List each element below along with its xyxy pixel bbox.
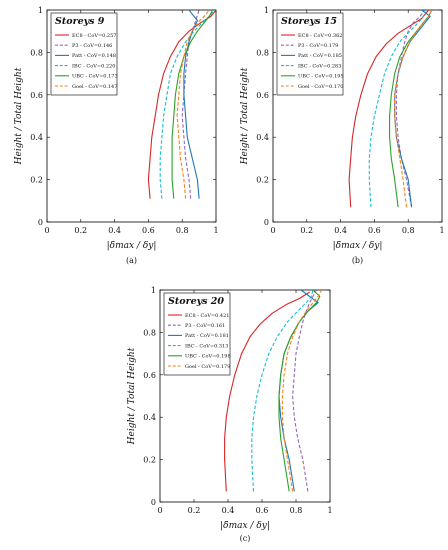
panel-caption: (b) (352, 256, 363, 265)
x-tick-label: 0.2 (188, 506, 201, 515)
series-line-goel (394, 10, 433, 208)
y-tick-label: 0.8 (256, 48, 269, 57)
y-axis-label: Height / Total Height (14, 67, 24, 165)
series-line-goel (176, 10, 210, 199)
x-tick-label: 0.8 (176, 226, 189, 235)
plot-frame (272, 9, 443, 223)
legend-label-patt: Patt - CoV=0.181 (185, 333, 229, 339)
legend-label-ibc: IBC - CoV=0.313 (185, 343, 228, 349)
legend-label-p3: P3 - CoV=0.179 (298, 43, 338, 49)
y-tick-label: 1 (38, 6, 43, 15)
chart-panel-3: 0 0.2 0.4 0.6 0.8 1 0 0.2 0.4 0.6 0.8 1 |δ̄max / δy|… (127, 286, 333, 543)
plot-frame (46, 9, 217, 223)
legend-box (163, 292, 231, 376)
legend-title: Storeys 9 (55, 16, 105, 27)
legend-label-goel: Goel - CoV=0.179 (185, 364, 230, 370)
x-tick-label: 0.6 (368, 226, 381, 235)
series-line-patt (183, 10, 200, 199)
y-tick-label: 0 (264, 218, 269, 227)
legend-label-goel: Goel - CoV=0.170 (298, 84, 343, 90)
x-tick-label: 0.2 (74, 226, 87, 235)
x-tick-label: 0.4 (108, 226, 121, 235)
series-line-p3 (292, 290, 317, 492)
x-tick-label: 0.8 (402, 226, 415, 235)
x-axis-label: |δ̄max / δy| (220, 521, 270, 531)
legend-label-ibc: IBC - CoV=0.283 (298, 63, 341, 69)
y-tick-label: 0.4 (30, 133, 43, 142)
legend-label-ibc: IBC - CoV=0.220 (72, 63, 115, 69)
legend-label-ec8: EC8 - CoV=0.421 (185, 313, 229, 319)
legend-label-patt: Patt - CoV=0.148 (72, 53, 116, 59)
x-tick-label: 0.6 (142, 226, 155, 235)
x-tick-label: 0.4 (334, 226, 347, 235)
legend: Storeys 9 EC8 - CoV=0.257 P3 - CoV=0.146 Pa… (50, 12, 118, 96)
y-tick-label: 0.6 (30, 91, 43, 100)
x-tick-label: 0.8 (290, 506, 303, 515)
y-tick-label: 0 (151, 498, 156, 507)
y-tick-label: 0 (38, 218, 43, 227)
legend-box (276, 12, 344, 96)
y-tick-label: 0.8 (143, 328, 156, 337)
y-tick-label: 0.2 (30, 176, 43, 185)
series-line-ec8 (147, 10, 216, 199)
series-line-ec8 (348, 10, 429, 208)
x-tick-label: 0 (270, 226, 275, 235)
panel-caption: (a) (126, 256, 137, 265)
legend-label-ec8: EC8 - CoV=0.257 (72, 33, 116, 39)
legend: Storeys 20 EC8 - CoV=0.421 P3 - CoV=0.161 P… (163, 292, 231, 376)
legend-label-p3: P3 - CoV=0.161 (185, 323, 225, 329)
y-tick-label: 0.4 (256, 133, 269, 142)
series-line-ibc (251, 290, 314, 492)
series-line-ubc (278, 290, 321, 492)
y-axis-label: Height / Total Height (127, 347, 137, 445)
legend-title: Storeys 20 (168, 296, 224, 307)
x-tick-label: 0.6 (256, 506, 269, 515)
x-tick-label: 0 (44, 226, 49, 235)
x-tick-label: 0.2 (300, 226, 313, 235)
legend-box (50, 12, 118, 96)
legend-label-p3: P3 - CoV=0.146 (72, 43, 112, 49)
panel-caption: (c) (240, 534, 251, 543)
series-line-ibc (368, 10, 426, 208)
y-tick-label: 0.4 (143, 413, 156, 422)
y-tick-label: 1 (151, 286, 156, 295)
legend-label-patt: Patt - CoV=0.185 (298, 53, 342, 59)
x-tick-label: 1 (439, 226, 444, 235)
chart-panel-2: 0 0.2 0.4 0.6 0.8 1 0 0.2 0.4 0.6 0.8 1 |δ̄max / δy|… (240, 6, 445, 265)
legend-label-ubc: UBC - CoV=0.195 (298, 74, 344, 80)
legend-title: Storeys 15 (281, 16, 337, 27)
y-tick-label: 1 (264, 6, 269, 15)
series-line-patt (394, 10, 431, 208)
y-tick-label: 0.2 (256, 176, 269, 185)
legend-label-ubc: UBC - CoV=0.198 (185, 354, 231, 360)
series-line-ibc (159, 10, 215, 199)
series-line-ubc (389, 10, 433, 208)
x-tick-label: 0 (157, 506, 162, 515)
x-axis-label: |δ̄max / δy| (107, 241, 157, 251)
legend: Storeys 15 EC8 - CoV=0.362 P3 - CoV=0.179 P… (276, 12, 344, 96)
y-tick-label: 0.6 (143, 371, 156, 380)
series-line-ubc (171, 10, 214, 199)
plot-frame (159, 289, 331, 503)
series-group (348, 10, 433, 208)
y-tick-label: 0.6 (256, 91, 269, 100)
series-group (224, 290, 322, 492)
x-tick-label: 0.4 (222, 506, 235, 515)
legend-label-ubc: UBC - CoV=0.173 (72, 74, 118, 80)
y-tick-label: 0.2 (143, 456, 156, 465)
x-tick-label: 1 (327, 506, 332, 515)
x-tick-label: 1 (213, 226, 218, 235)
legend-label-goel: Goel - CoV=0.147 (72, 84, 117, 90)
series-line-ec8 (224, 291, 310, 492)
y-axis-label: Height / Total Height (240, 67, 250, 165)
chart-panel-1: 0 0.2 0.4 0.6 0.8 1 0 0.2 0.4 0.6 0.8 1 |δ̄max / δy|… (14, 6, 219, 265)
y-tick-label: 0.8 (30, 48, 43, 57)
x-axis-label: |δ̄max / δy| (333, 241, 383, 251)
series-group (147, 10, 216, 199)
legend-label-ec8: EC8 - CoV=0.362 (298, 33, 342, 39)
series-line-goel (281, 290, 322, 492)
